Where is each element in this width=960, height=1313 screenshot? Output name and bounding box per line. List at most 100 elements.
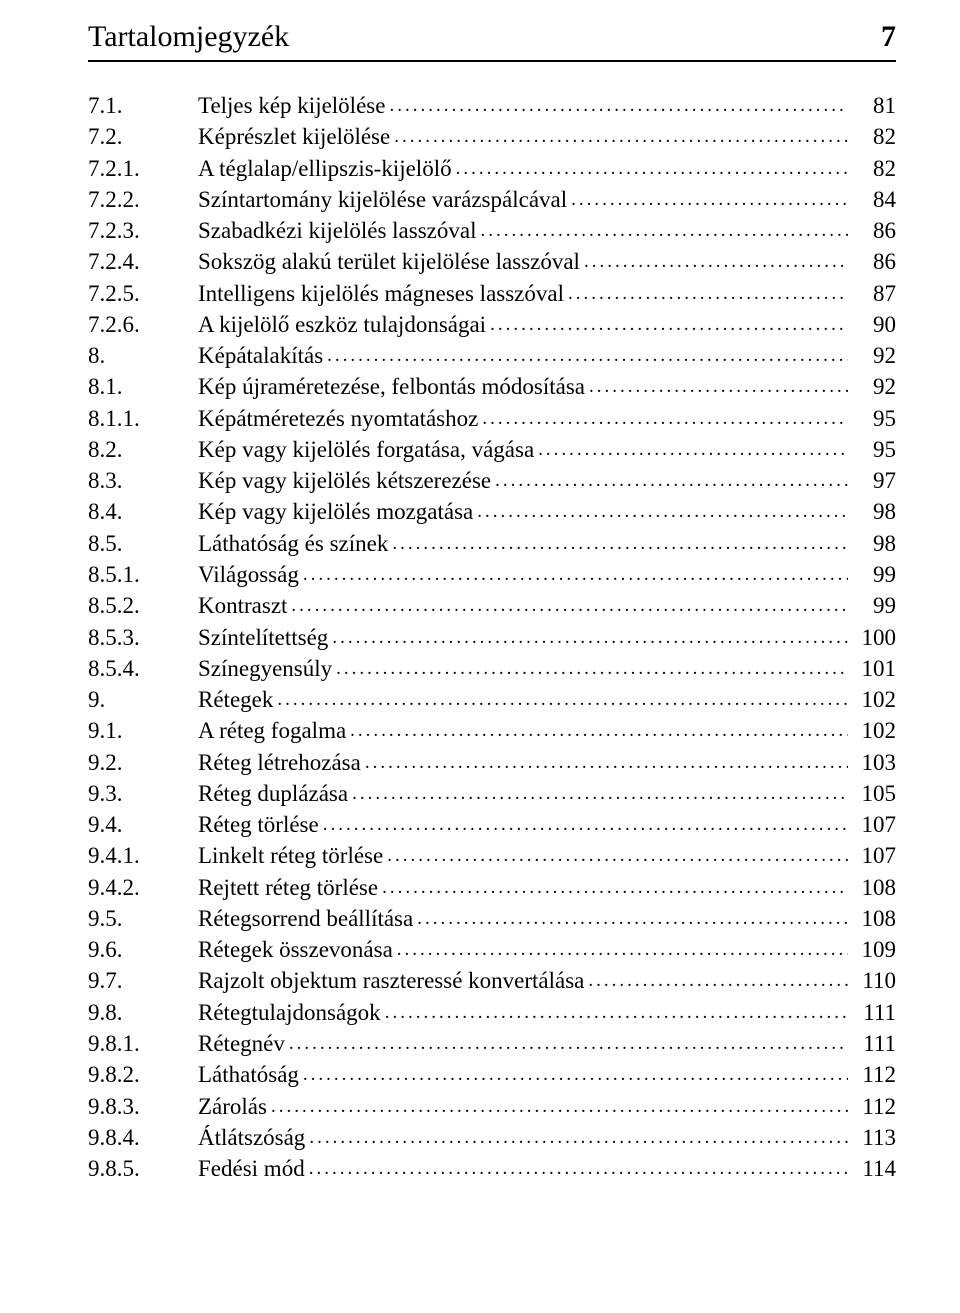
- toc-entry-number: 9.8.5.: [88, 1153, 198, 1184]
- toc-entry-page: 99: [848, 590, 896, 621]
- toc-leader-dots: ........................................…: [319, 812, 848, 838]
- toc-row: 9.8.2.Láthatóság........................…: [88, 1059, 896, 1090]
- toc-row: 9.5.Rétegsorrend beállítása.............…: [88, 903, 896, 934]
- toc-entry-number: 8.5.4.: [88, 653, 198, 684]
- toc-entry-number: 7.1.: [88, 90, 198, 121]
- toc-entry-page: 99: [848, 559, 896, 590]
- toc-leader-dots: ........................................…: [390, 124, 848, 150]
- toc-entry-title: Kép újraméretezése, felbontás módosítása: [198, 371, 585, 402]
- toc-row: 9.6.Rétegek összevonása.................…: [88, 934, 896, 965]
- toc-entry-page: 86: [848, 246, 896, 277]
- header-title: Tartalomjegyzék: [88, 20, 289, 54]
- toc-entry-title: Rétegnév: [198, 1028, 285, 1059]
- toc-row: 9.8.5.Fedési mód........................…: [88, 1153, 896, 1184]
- toc-leader-dots: ........................................…: [486, 312, 848, 338]
- toc-entry-number: 9.: [88, 684, 198, 715]
- toc-row: 9.7.Rajzolt objektum raszteressé konvert…: [88, 965, 896, 996]
- toc-entry-number: 9.2.: [88, 747, 198, 778]
- toc-row: 8.5.4.Színegyensúly.....................…: [88, 653, 896, 684]
- toc-leader-dots: ........................................…: [388, 531, 848, 557]
- toc-entry-number: 7.2.2.: [88, 184, 198, 215]
- toc-entry-number: 9.8.: [88, 997, 198, 1028]
- toc-row: 9.8.1.Rétegnév..........................…: [88, 1028, 896, 1059]
- toc-entry-title: Szabadkézi kijelölés lasszóval: [198, 215, 476, 246]
- toc-entry-title: Zárolás: [198, 1091, 267, 1122]
- toc-entry-title: Intelligens kijelölés mágneses lasszóval: [198, 278, 564, 309]
- toc-leader-dots: ........................................…: [273, 687, 848, 713]
- toc-leader-dots: ........................................…: [328, 625, 848, 651]
- toc-entry-page: 90: [848, 309, 896, 340]
- toc-entry-number: 9.6.: [88, 934, 198, 965]
- toc-entry-number: 9.8.2.: [88, 1059, 198, 1090]
- toc-entry-title: A réteg fogalma: [198, 715, 346, 746]
- toc-entry-title: Színtartomány kijelölése varázspálcával: [198, 184, 567, 215]
- toc-entry-title: Színtelítettség: [198, 622, 328, 653]
- toc-row: 8.5.Láthatóság és színek................…: [88, 528, 896, 559]
- toc-leader-dots: ........................................…: [332, 656, 848, 682]
- toc-row: 9.3.Réteg duplázása.....................…: [88, 778, 896, 809]
- toc-entry-page: 114: [848, 1153, 896, 1184]
- toc-leader-dots: ........................................…: [348, 781, 848, 807]
- toc-entry-title: Linkelt réteg törlése: [198, 840, 383, 871]
- toc-entry-number: 7.2.1.: [88, 153, 198, 184]
- toc-entry-title: Fedési mód: [198, 1153, 305, 1184]
- toc-row: 7.2.1.A téglalap/ellipszis-kijelölő.....…: [88, 153, 896, 184]
- toc-entry-title: Rétegsorrend beállítása: [198, 903, 413, 934]
- toc-entry-page: 102: [848, 684, 896, 715]
- toc-entry-number: 7.2.6.: [88, 309, 198, 340]
- toc-entry-page: 86: [848, 215, 896, 246]
- toc-row: 8.Képátalakítás.........................…: [88, 340, 896, 371]
- toc-leader-dots: ........................................…: [305, 1156, 848, 1182]
- toc-leader-dots: ........................................…: [478, 406, 848, 432]
- toc-row: 9.4.2.Rejtett réteg törlése.............…: [88, 872, 896, 903]
- toc-entry-number: 8.3.: [88, 465, 198, 496]
- toc-entry-page: 108: [848, 872, 896, 903]
- toc-entry-number: 8.5.: [88, 528, 198, 559]
- toc-entry-title: Kép vagy kijelölés mozgatása: [198, 496, 473, 527]
- toc-entry-page: 95: [848, 434, 896, 465]
- toc-entry-title: Réteg törlése: [198, 809, 319, 840]
- toc-row: 9.1.A réteg fogalma.....................…: [88, 715, 896, 746]
- toc-entry-number: 8.5.2.: [88, 590, 198, 621]
- toc-row: 7.2.6.A kijelölő eszköz tulajdonságai...…: [88, 309, 896, 340]
- toc-entry-number: 9.7.: [88, 965, 198, 996]
- toc-entry-title: Világosság: [198, 559, 299, 590]
- toc-entry-page: 98: [848, 496, 896, 527]
- toc-leader-dots: ........................................…: [267, 1094, 848, 1120]
- toc-leader-dots: ........................................…: [584, 968, 848, 994]
- toc-row: 8.5.2.Kontraszt.........................…: [88, 590, 896, 621]
- toc-entry-number: 8.1.: [88, 371, 198, 402]
- toc-entry-title: Rajzolt objektum raszteressé konvertálás…: [198, 965, 584, 996]
- toc-row: 8.2.Kép vagy kijelölés forgatása, vágása…: [88, 434, 896, 465]
- toc-entry-page: 95: [848, 403, 896, 434]
- toc-leader-dots: ........................................…: [285, 1031, 848, 1057]
- toc-entry-title: Kontraszt: [198, 590, 287, 621]
- toc-leader-dots: ........................................…: [305, 1125, 848, 1151]
- toc-row: 7.2.4.Sokszög alakú terület kijelölése l…: [88, 246, 896, 277]
- toc-entry-number: 9.3.: [88, 778, 198, 809]
- toc-entry-page: 111: [848, 1028, 896, 1059]
- toc-entry-page: 110: [848, 965, 896, 996]
- toc-row: 7.2.Képrészlet kijelölése...............…: [88, 121, 896, 152]
- toc-entry-page: 92: [848, 340, 896, 371]
- toc-leader-dots: ........................................…: [393, 937, 848, 963]
- toc-leader-dots: ........................................…: [585, 374, 848, 400]
- toc-entry-title: Láthatóság és színek: [198, 528, 388, 559]
- toc-entry-page: 109: [848, 934, 896, 965]
- toc-leader-dots: ........................................…: [381, 1000, 848, 1026]
- toc-entry-page: 103: [848, 747, 896, 778]
- toc-entry-page: 111: [848, 997, 896, 1028]
- toc-entry-title: Rétegek: [198, 684, 273, 715]
- toc-entry-title: Réteg duplázása: [198, 778, 348, 809]
- toc-entry-page: 97: [848, 465, 896, 496]
- toc-entry-title: A téglalap/ellipszis-kijelölő: [198, 153, 452, 184]
- toc-entry-number: 7.2.: [88, 121, 198, 152]
- toc-entry-page: 84: [848, 184, 896, 215]
- toc-row: 7.2.5.Intelligens kijelölés mágneses las…: [88, 278, 896, 309]
- page: Tartalomjegyzék 7 7.1.Teljes kép kijelöl…: [0, 0, 960, 1313]
- toc-leader-dots: ........................................…: [491, 468, 848, 494]
- toc-entry-title: Teljes kép kijelölése: [198, 90, 385, 121]
- toc-row: 9.2.Réteg létrehozása...................…: [88, 747, 896, 778]
- toc-leader-dots: ........................................…: [323, 343, 848, 369]
- header-page-number: 7: [881, 20, 896, 54]
